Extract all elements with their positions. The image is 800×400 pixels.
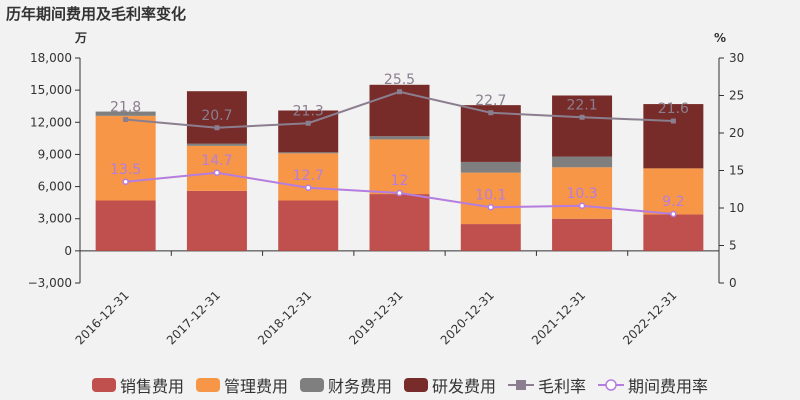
line-point-marker: [304, 184, 312, 191]
legend-item[interactable]: 毛利率: [508, 373, 586, 397]
legend-label: 研发费用: [432, 377, 497, 396]
bar-segment: [186, 190, 247, 251]
legend-item[interactable]: 管理费用: [195, 373, 288, 397]
right-tick-label: 15: [729, 164, 744, 178]
line-data-label: 22.1: [566, 97, 597, 113]
line-data-label: 22.7: [475, 93, 506, 109]
legend-swatch: [404, 378, 428, 392]
legend-item[interactable]: 期间费用率: [598, 373, 708, 397]
chart-title: 历年期间费用及毛利率变化: [6, 5, 187, 23]
bar-segment: [369, 139, 430, 195]
line-point-marker: [305, 120, 311, 126]
category-label: 2021-12-31: [529, 288, 588, 347]
legend-label: 期间费用率: [628, 377, 709, 396]
line-data-label: 12: [391, 173, 409, 189]
bar-segment: [278, 153, 339, 201]
legend: 销售费用 管理费用 财务费用 研发费用 毛利率 期间费用率: [0, 373, 800, 397]
left-tick-label: 6,000: [38, 180, 72, 194]
left-tick-label: 9,000: [38, 147, 72, 161]
left-tick-label: 3,000: [38, 212, 72, 226]
category-label: 2022-12-31: [620, 288, 679, 347]
line-point-marker: [578, 202, 586, 209]
bar-segment: [552, 95, 613, 157]
bar-segment: [460, 224, 521, 251]
bar-segment: [278, 110, 339, 153]
bar-segment: [95, 115, 156, 201]
right-tick-label: 0: [729, 276, 737, 290]
bar-segment: [643, 168, 704, 215]
bar-segment: [460, 161, 521, 173]
right-tick-label: 20: [729, 126, 744, 140]
left-tick-label: 18,000: [30, 51, 72, 65]
line-data-label: 9.2: [662, 194, 684, 210]
category-label: 2018-12-31: [255, 288, 314, 347]
legend-line-circle-icon: [598, 379, 625, 391]
category-label: 2020-12-31: [438, 288, 497, 347]
line-point-marker: [670, 118, 676, 124]
line-data-label: 21.6: [658, 101, 689, 117]
left-tick-label: 15,000: [30, 83, 72, 97]
legend-label: 销售费用: [119, 377, 184, 396]
bar-segment: [95, 111, 156, 116]
bar-segment: [95, 200, 156, 251]
right-tick-label: 30: [729, 51, 744, 65]
legend-line-square-icon: [508, 380, 535, 390]
bar-segment: [643, 104, 704, 169]
line-point-marker: [396, 189, 403, 197]
legend-item[interactable]: 财务费用: [299, 373, 392, 397]
line-point-marker: [670, 210, 677, 218]
bar-segment: [460, 172, 521, 225]
line-point-marker: [487, 204, 495, 211]
category-label: 2017-12-31: [164, 288, 223, 347]
bar-segment: [643, 214, 704, 251]
left-axis-unit: 万: [74, 31, 87, 45]
line-point-marker: [213, 169, 221, 176]
line-point-marker: [397, 89, 402, 95]
legend-swatch: [299, 378, 324, 392]
line-data-label: 21.8: [110, 100, 141, 116]
bar-segment: [186, 145, 247, 191]
bar-segment: [278, 200, 339, 251]
legend-label: 毛利率: [538, 377, 587, 396]
left-tick-label: −3,000: [28, 276, 72, 290]
right-axis-unit: %: [714, 31, 726, 45]
left-tick-label: 12,000: [30, 115, 72, 129]
right-tick-label: 10: [729, 201, 744, 215]
line-point-marker: [488, 110, 494, 116]
bar-segment: [278, 152, 339, 154]
category-label: 2016-12-31: [73, 288, 132, 347]
line-point-marker: [214, 125, 220, 131]
bar-segment: [552, 167, 613, 219]
right-tick-label: 25: [729, 89, 744, 103]
line-point-marker: [122, 178, 129, 185]
line-data-label: 21.3: [293, 103, 324, 119]
legend-label: 财务费用: [327, 377, 392, 396]
legend-swatch: [195, 378, 220, 392]
line-data-label: 20.7: [201, 108, 232, 124]
bar-segment: [369, 194, 430, 251]
category-label: 2019-12-31: [346, 288, 405, 347]
legend-label: 管理费用: [223, 377, 288, 396]
bar-segment: [369, 136, 430, 140]
line-data-label: 13.5: [110, 162, 141, 178]
line-data-label: 14.7: [201, 153, 232, 169]
line-data-label: 25.5: [384, 72, 415, 88]
line-data-label: 12.7: [293, 168, 324, 184]
legend-item[interactable]: 销售费用: [91, 373, 184, 397]
bar-segment: [186, 91, 247, 144]
right-tick-label: 5: [729, 239, 737, 253]
bar-segment: [552, 156, 613, 168]
left-tick-label: 0: [64, 244, 72, 258]
bar-segment: [186, 143, 247, 146]
bar-segment: [552, 218, 613, 251]
line-data-label: 10.1: [475, 187, 506, 203]
line-point-marker: [579, 114, 585, 120]
legend-item[interactable]: 研发费用: [404, 373, 496, 397]
line-data-label: 10.3: [566, 186, 597, 202]
legend-swatch: [91, 378, 116, 392]
line-point-marker: [123, 117, 129, 122]
